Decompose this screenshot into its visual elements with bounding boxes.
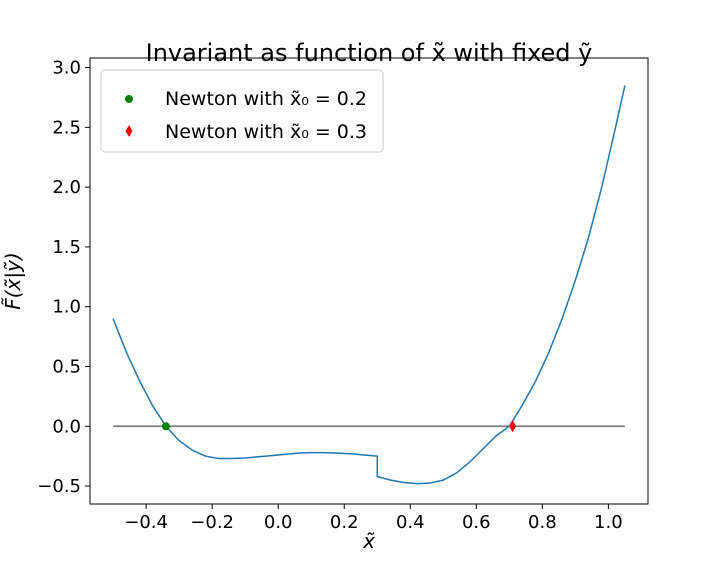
- y-tick-label: 1.0: [52, 297, 81, 318]
- y-tick-label: 3.0: [52, 58, 81, 79]
- y-tick-label: 1.5: [52, 237, 81, 258]
- y-tick-label: 0.5: [52, 356, 81, 377]
- legend-marker-circle: [125, 95, 133, 103]
- legend-label-series-1: Newton with x̃₀ = 0.2: [165, 88, 367, 110]
- invariant-curve-line: [112, 85, 626, 485]
- x-axis-ticks: −0.4 −0.2 0.0 0.2 0.4 0.6 0.8 1.0: [124, 504, 623, 533]
- legend: Newton with x̃₀ = 0.2 Newton with x̃₀ = …: [100, 69, 384, 153]
- y-axis-label: F̃(x̃|ỹ): [1, 252, 25, 310]
- x-axis-label: x̃: [362, 529, 375, 553]
- y-tick-label: 2.0: [52, 177, 81, 198]
- plot-frame: [89, 57, 649, 505]
- y-tick-label: 2.5: [52, 117, 81, 138]
- y-tick-label: −0.5: [37, 476, 81, 497]
- x-tick-label: −0.2: [190, 512, 234, 533]
- x-tick-label: 0.4: [396, 512, 425, 533]
- series-layer: [112, 85, 626, 485]
- newton-root-point-red: [509, 420, 517, 433]
- x-tick-label: 1.0: [594, 512, 623, 533]
- x-tick-label: 0.0: [264, 512, 293, 533]
- x-tick-label: 0.2: [330, 512, 359, 533]
- x-tick-label: 0.6: [462, 512, 491, 533]
- legend-marker-diamond: [125, 125, 133, 137]
- legend-box: [100, 69, 384, 153]
- y-axis-ticks: −0.5 0.0 0.5 1.0 1.5 2.0 2.5 3.0: [37, 58, 90, 497]
- x-tick-label: −0.4: [124, 512, 168, 533]
- y-tick-label: 0.0: [52, 416, 81, 437]
- x-tick-label: 0.8: [528, 512, 557, 533]
- legend-label-series-2: Newton with x̃₀ = 0.3: [165, 121, 367, 143]
- chart-title: Invariant as function of x̃ with fixed ỹ: [146, 39, 593, 67]
- newton-root-point-green: [161, 422, 170, 431]
